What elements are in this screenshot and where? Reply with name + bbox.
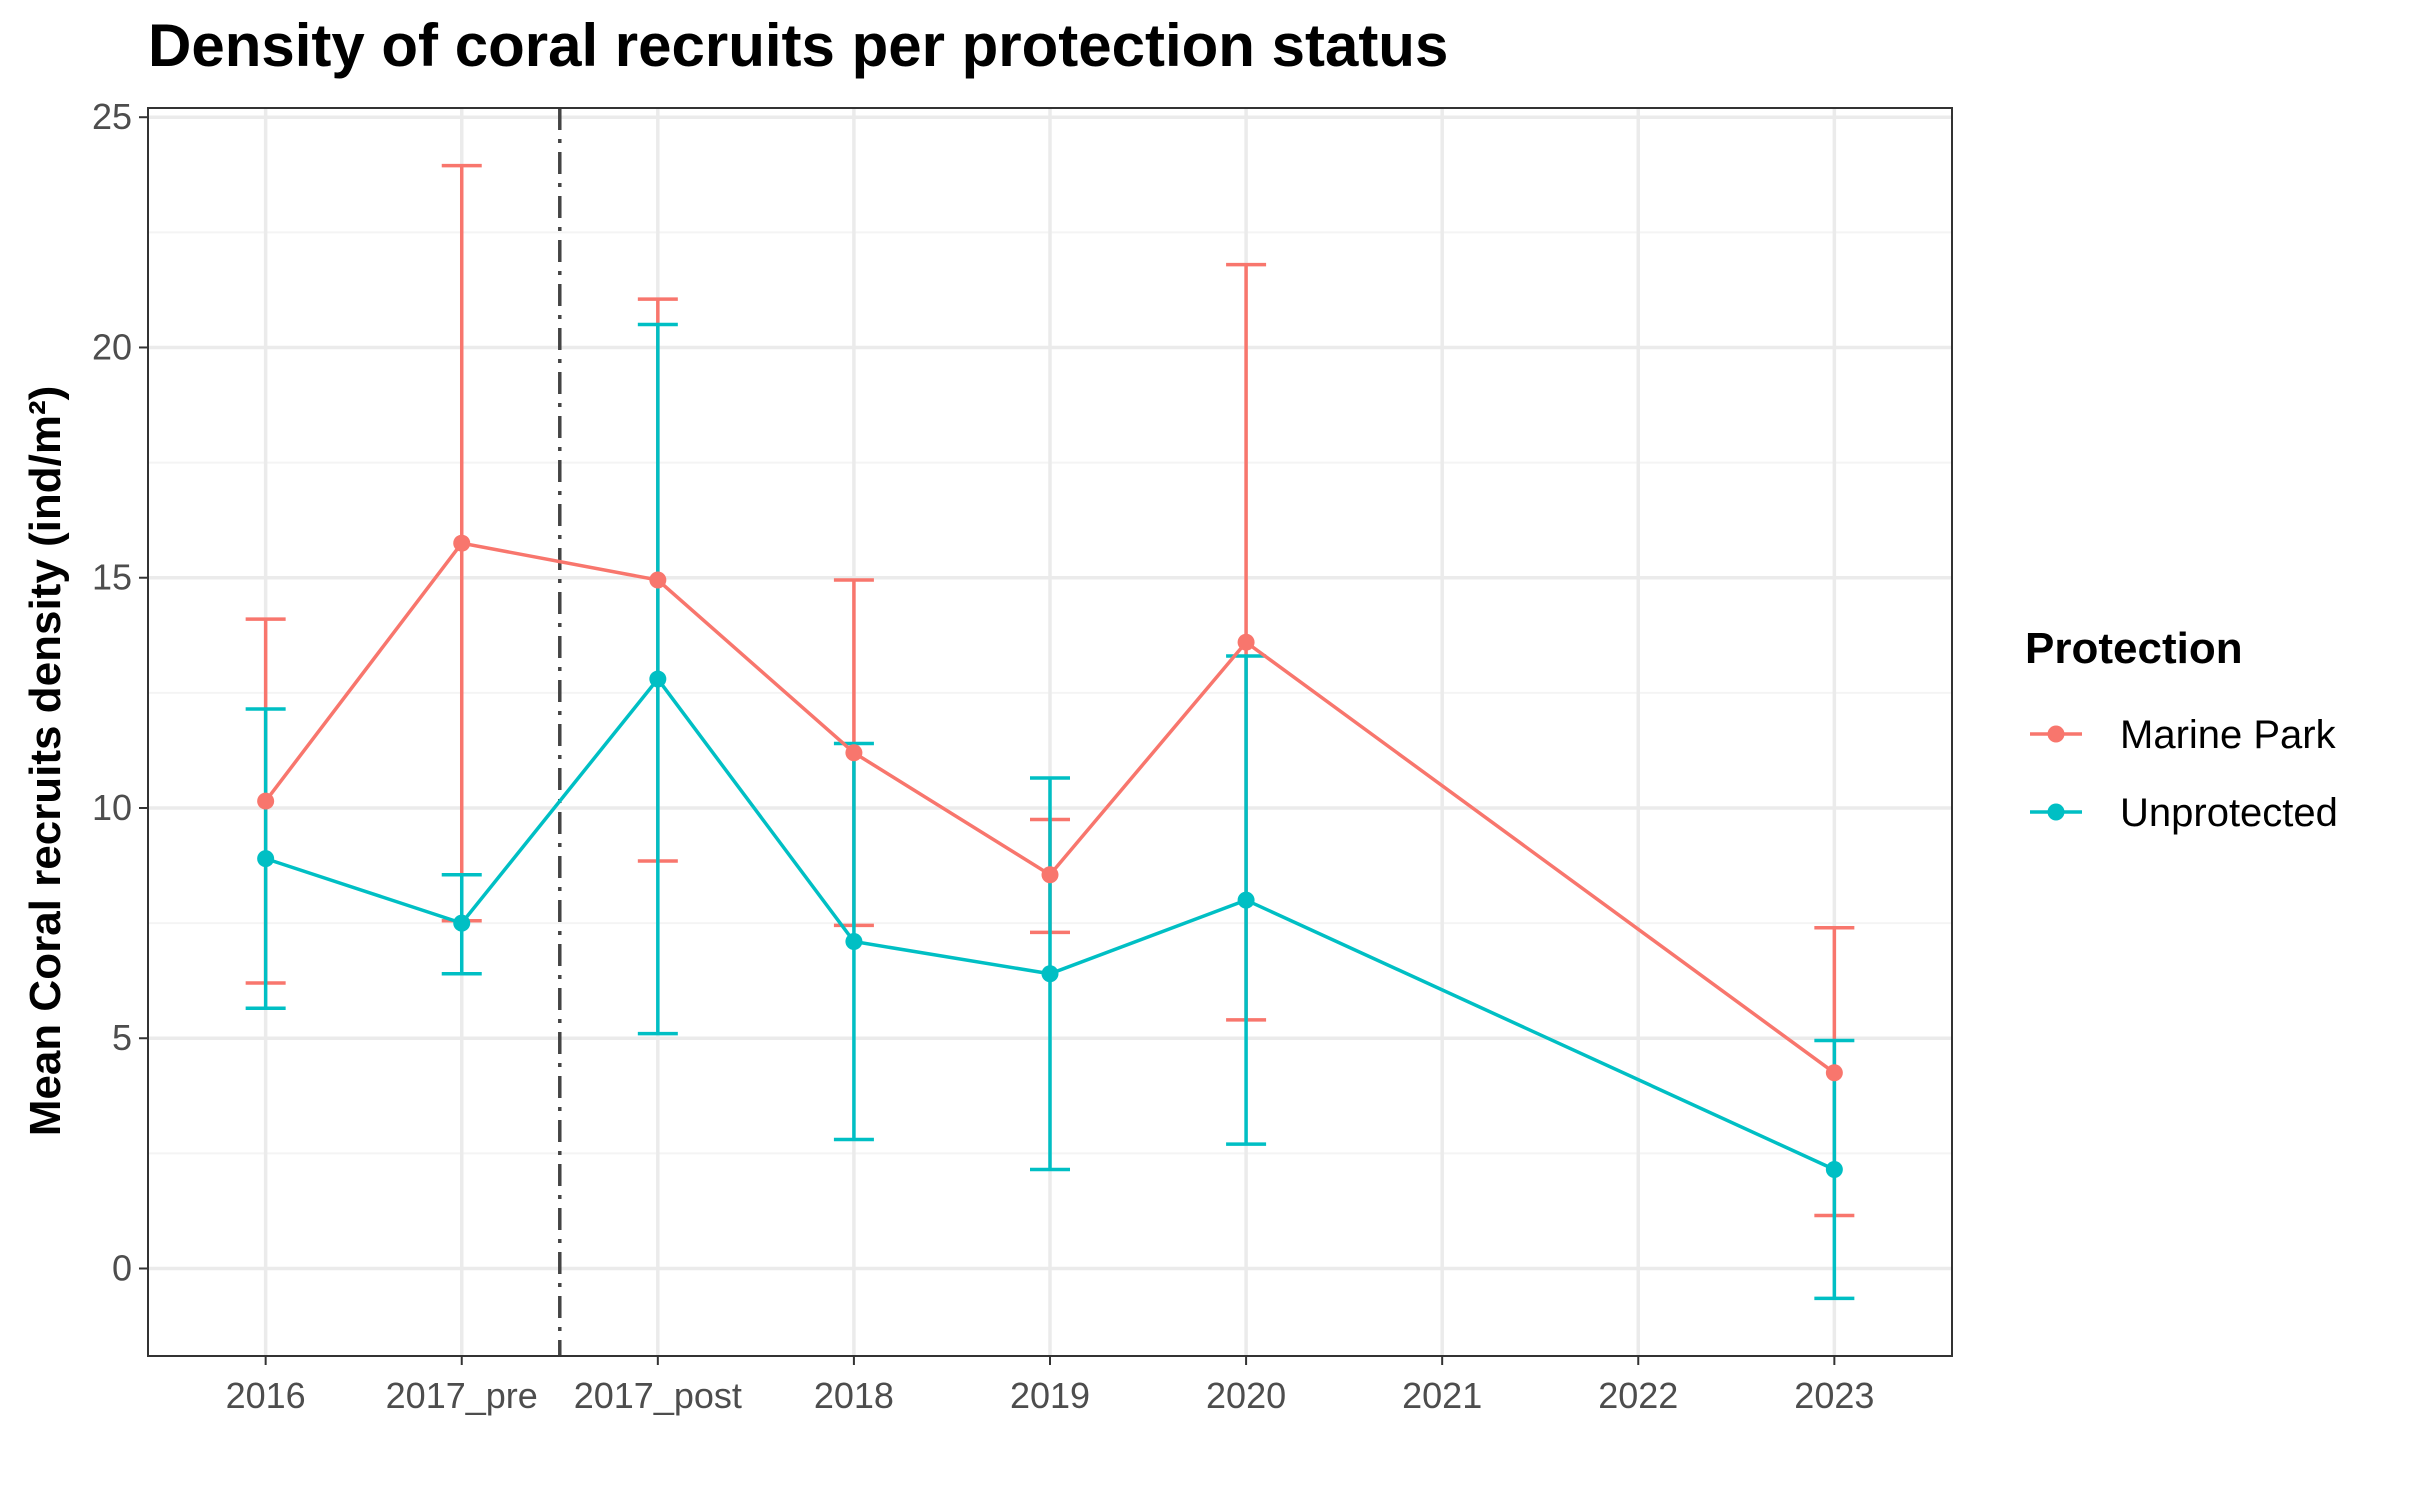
data-point bbox=[845, 744, 863, 762]
x-tick-label: 2022 bbox=[1598, 1375, 1678, 1416]
x-tick-label: 2017_pre bbox=[386, 1375, 538, 1416]
panel-border bbox=[147, 107, 1953, 1357]
data-point bbox=[1237, 891, 1255, 909]
data-point bbox=[1825, 1160, 1843, 1178]
data-point bbox=[1041, 866, 1059, 884]
data-point bbox=[1825, 1064, 1843, 1082]
legend-key-point bbox=[2047, 725, 2065, 743]
legend-label: Unprotected bbox=[2120, 791, 2338, 835]
y-tick-label: 20 bbox=[92, 326, 132, 367]
x-tick-label: 2021 bbox=[1402, 1375, 1482, 1416]
legend-title: Protection bbox=[2025, 624, 2243, 673]
data-point bbox=[1041, 965, 1059, 983]
x-tick-label: 2023 bbox=[1794, 1375, 1874, 1416]
y-tick-label: 0 bbox=[112, 1248, 132, 1289]
data-point bbox=[257, 850, 275, 868]
chart-title: Density of coral recruits per protection… bbox=[148, 12, 1448, 79]
legend-key-point bbox=[2047, 803, 2065, 821]
x-tick-label: 2020 bbox=[1206, 1375, 1286, 1416]
y-tick-label: 15 bbox=[92, 557, 132, 598]
data-point bbox=[257, 792, 275, 810]
data-point bbox=[649, 571, 667, 589]
data-point bbox=[453, 534, 471, 552]
y-tick-label: 5 bbox=[112, 1017, 132, 1058]
plot-area: 0 5 10 15 20 25 2016 2017_pre 2017_post 2018 2019 2… bbox=[92, 96, 1953, 1416]
data-point bbox=[1237, 633, 1255, 651]
x-tick-label: 2018 bbox=[814, 1375, 894, 1416]
data-point bbox=[649, 670, 667, 688]
x-tick-label: 2017_post bbox=[574, 1375, 742, 1416]
y-tick-label: 10 bbox=[92, 787, 132, 828]
y-axis-label: Mean Coral recruits density (ind/m²) bbox=[21, 386, 70, 1137]
data-point bbox=[453, 914, 471, 932]
x-tick-label: 2019 bbox=[1010, 1375, 1090, 1416]
y-tick-label: 25 bbox=[92, 96, 132, 137]
data-point bbox=[845, 933, 863, 951]
x-tick-label: 2016 bbox=[226, 1375, 306, 1416]
legend-label: Marine Park bbox=[2120, 713, 2337, 757]
legend: Protection Marine Park Unprotected bbox=[2025, 624, 2338, 835]
